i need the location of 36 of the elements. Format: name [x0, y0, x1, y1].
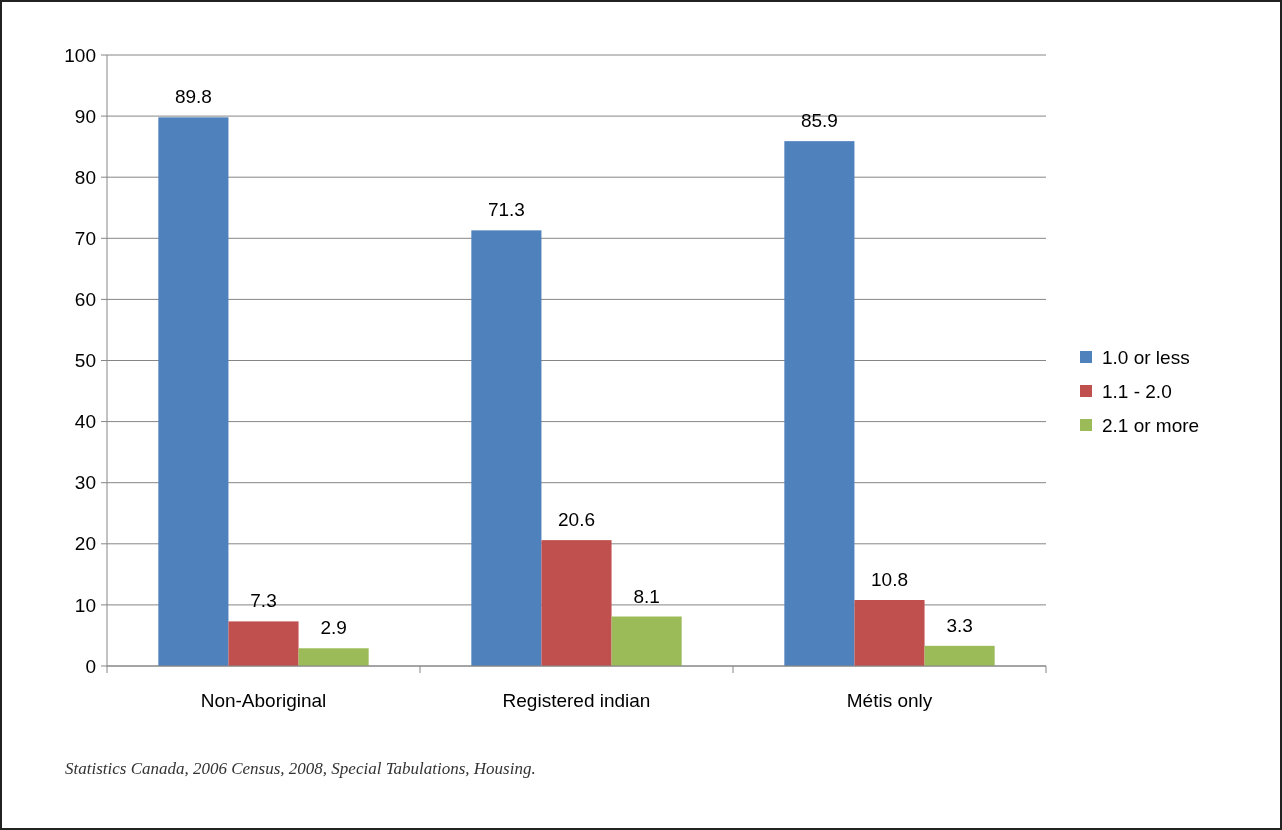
y-tick-label: 90 — [74, 105, 96, 127]
y-tick-label: 50 — [74, 350, 96, 372]
data-label: 85.9 — [800, 110, 838, 132]
data-label: 71.3 — [487, 199, 525, 221]
text: Statistics Canada, 2006 Census, 2008, Special Tabulations, Housing. — [65, 759, 536, 778]
data-label: 7.3 — [250, 590, 277, 612]
data-label: 10.8 — [871, 569, 908, 591]
y-tick-label: 60 — [74, 289, 96, 311]
y-tick-label: 10 — [74, 594, 96, 616]
data-label: 2.9 — [320, 617, 347, 639]
y-tick-label: 80 — [74, 166, 96, 188]
x-tick-label: Non-Aboriginal — [200, 690, 327, 711]
bar — [228, 621, 299, 666]
y-tick-label: 0 — [85, 655, 96, 677]
legend-label: 1.1 - 2.0 — [1102, 380, 1172, 402]
bar — [854, 600, 925, 666]
data-label: 20.6 — [558, 509, 595, 531]
bar — [298, 648, 369, 666]
legend-label: 1.0 or less — [1102, 346, 1190, 368]
bar — [784, 141, 855, 666]
y-tick-label: 70 — [74, 227, 96, 249]
x-tick-label: Registered indian — [502, 690, 651, 711]
y-tick-label: 40 — [74, 411, 96, 433]
bar — [924, 645, 995, 666]
bar — [158, 117, 229, 666]
y-tick-label: 100 — [64, 44, 96, 66]
y-tick-label: 20 — [74, 533, 96, 555]
data-label: 89.8 — [174, 86, 212, 108]
data-label: 3.3 — [946, 614, 973, 636]
bar — [471, 230, 542, 666]
data-label: 8.1 — [633, 585, 660, 607]
legend-label: 2.1 or more — [1102, 414, 1200, 436]
bar — [611, 616, 682, 666]
y-tick-label: 30 — [74, 472, 96, 494]
x-tick-label: Métis only — [846, 690, 933, 711]
bar — [541, 540, 612, 666]
